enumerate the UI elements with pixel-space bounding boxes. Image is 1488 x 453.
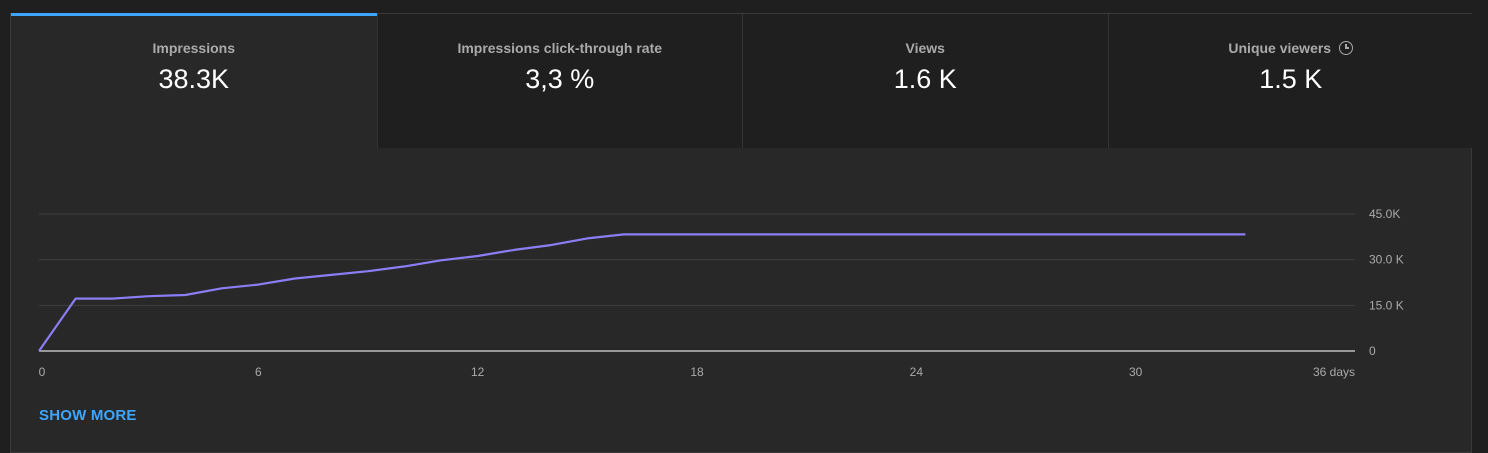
x-tick-label: 36 days — [1313, 365, 1355, 379]
x-tick-label: 18 — [690, 365, 704, 379]
tab-label: Impressions click-through rate — [457, 40, 663, 56]
y-tick-label: 15.0 K — [1369, 298, 1404, 312]
y-tick-label: 45.0K — [1369, 207, 1400, 221]
tab-impressions[interactable]: Impressions 38.3K — [11, 13, 377, 148]
tab-unique-viewers[interactable]: Unique viewers 1.5 K — [1107, 14, 1474, 148]
tab-value: 1.6 K — [893, 64, 957, 94]
tab-label: Impressions — [152, 40, 235, 56]
show-more-button[interactable]: SHOW MORE — [39, 407, 137, 424]
tab-impressions-ctr[interactable]: Impressions click-through rate 3,3 % — [376, 14, 742, 148]
tab-value: 38.3K — [158, 64, 230, 94]
x-tick-label: 30 — [1129, 365, 1143, 379]
x-tick-label: 0 — [39, 365, 46, 379]
tab-label: Views — [905, 40, 945, 56]
tab-value: 3,3 % — [525, 64, 595, 94]
x-tick-label: 6 — [255, 365, 262, 379]
tab-label: Unique viewers — [1228, 40, 1332, 56]
impressions-series-line — [38, 233, 1246, 352]
tab-views[interactable]: Views 1.6 K — [742, 14, 1108, 148]
y-tick-label: 0 — [1369, 344, 1376, 358]
clock-icon[interactable] — [1339, 41, 1354, 55]
metric-tabs: Impressions 38.3K Impressions click-thro… — [11, 13, 1474, 148]
x-tick-label: 12 — [471, 365, 485, 379]
y-tick-label: 30.0 K — [1369, 253, 1404, 267]
analytics-card: Impressions 38.3K Impressions click-thro… — [10, 13, 1474, 453]
tab-value: 1.5 K — [1259, 64, 1323, 94]
impressions-line-chart: 0 15.0 K 30.0 K 45.0K 0 6 12 18 24 30 36 days — [38, 207, 1404, 379]
x-tick-label: 24 — [910, 365, 924, 379]
tab-label-row: Unique viewers — [1109, 40, 1474, 56]
